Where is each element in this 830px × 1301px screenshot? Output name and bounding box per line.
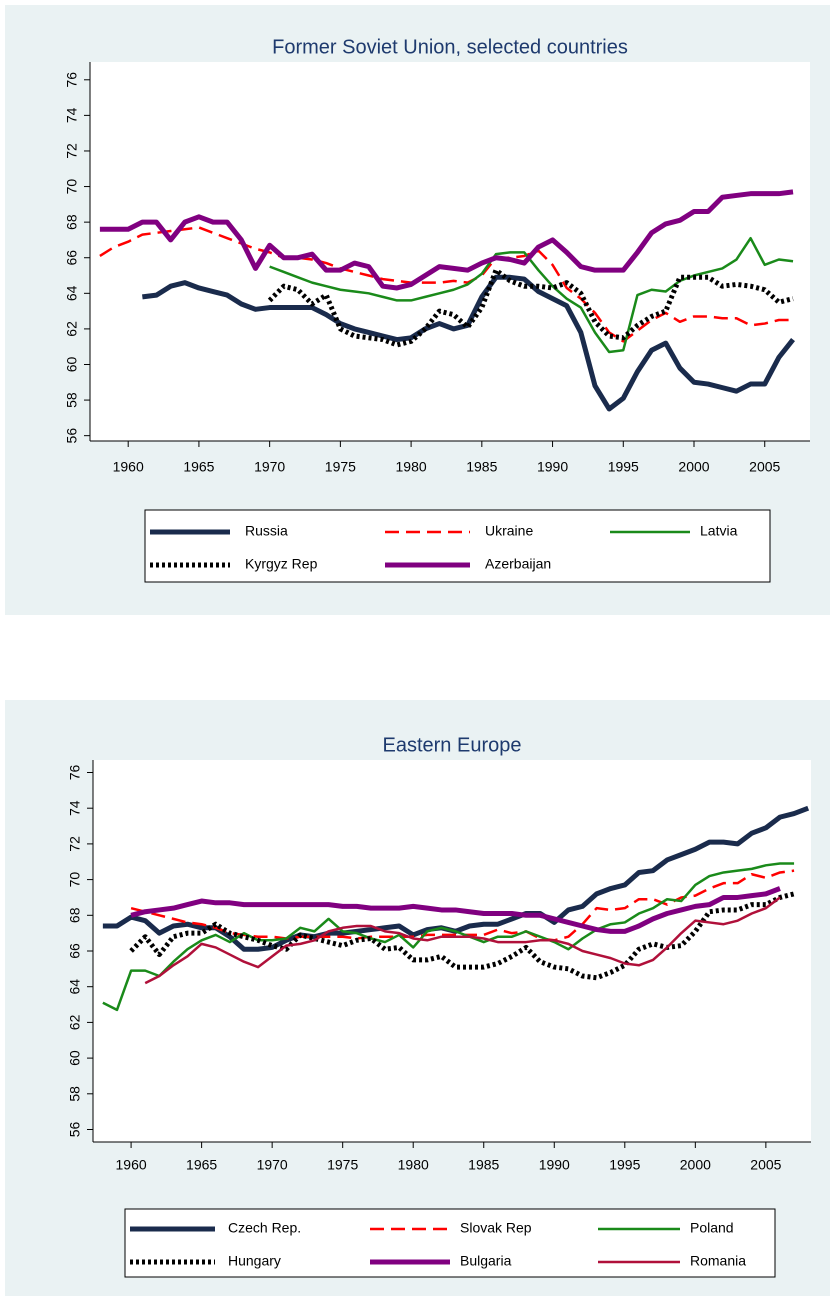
x-tick-label: 1960 xyxy=(116,1157,147,1173)
x-tick-label: 1975 xyxy=(327,1157,358,1173)
x-tick-label: 1995 xyxy=(608,459,639,475)
legend-box xyxy=(124,1208,776,1278)
x-tick-label: 1980 xyxy=(396,459,427,475)
legend-label: Ukraine xyxy=(485,523,533,539)
series-line xyxy=(99,226,794,343)
chart-title: Eastern Europe xyxy=(383,734,522,756)
x-tick-label: 2000 xyxy=(678,459,709,475)
y-tick-label: 70 xyxy=(64,179,80,195)
y-tick-label: 58 xyxy=(67,1086,83,1102)
legend-label: Poland xyxy=(690,1220,734,1236)
series-line xyxy=(102,862,795,1012)
chart-title: Former Soviet Union, selected countries xyxy=(272,36,628,58)
y-tick-label: 74 xyxy=(64,107,80,123)
plot-area xyxy=(93,760,811,1142)
y-tick-label: 76 xyxy=(64,72,80,88)
x-tick-label: 1980 xyxy=(398,1157,429,1173)
series-line xyxy=(144,896,781,985)
x-tick-label: 1990 xyxy=(539,1157,570,1173)
series-line xyxy=(129,891,795,981)
y-tick-label: 76 xyxy=(67,764,83,780)
legend-label: Russia xyxy=(245,523,288,539)
x-tick-label: 1985 xyxy=(466,459,497,475)
legend-label: Hungary xyxy=(228,1253,281,1269)
y-tick-label: 64 xyxy=(64,285,80,301)
legend-label: Czech Rep. xyxy=(228,1220,301,1236)
y-tick-label: 70 xyxy=(67,872,83,888)
y-tick-label: 62 xyxy=(64,321,80,337)
legend-label: Romania xyxy=(690,1253,746,1269)
x-tick-label: 1995 xyxy=(609,1157,640,1173)
y-tick-label: 56 xyxy=(67,1122,83,1138)
x-tick-label: 1970 xyxy=(257,1157,288,1173)
y-tick-label: 72 xyxy=(67,836,83,852)
legend-label: Bulgaria xyxy=(460,1253,512,1269)
legend-label: Kyrgyz Rep xyxy=(245,556,318,572)
series-line xyxy=(99,189,794,291)
x-tick-label: 1985 xyxy=(468,1157,499,1173)
legend-label: Latvia xyxy=(700,523,738,539)
y-tick-label: 72 xyxy=(64,143,80,159)
x-tick-label: 2005 xyxy=(750,1157,781,1173)
y-tick-label: 60 xyxy=(67,1050,83,1066)
y-tick-label: 56 xyxy=(64,428,80,444)
x-tick-label: 2000 xyxy=(680,1157,711,1173)
legend-label: Slovak Rep xyxy=(460,1220,532,1236)
x-tick-label: 1960 xyxy=(113,459,144,475)
series-line xyxy=(269,236,794,354)
y-tick-label: 66 xyxy=(67,943,83,959)
legend-box xyxy=(144,509,771,583)
x-tick-label: 2005 xyxy=(749,459,780,475)
x-tick-label: 1970 xyxy=(254,459,285,475)
x-tick-label: 1975 xyxy=(325,459,356,475)
y-tick-label: 68 xyxy=(64,214,80,230)
x-tick-label: 1965 xyxy=(183,459,214,475)
x-tick-label: 1990 xyxy=(537,459,568,475)
x-tick-label: 1965 xyxy=(186,1157,217,1173)
series-line xyxy=(130,886,781,934)
y-tick-label: 68 xyxy=(67,907,83,923)
y-tick-label: 62 xyxy=(67,1014,83,1030)
y-tick-label: 66 xyxy=(64,250,80,266)
y-tick-label: 64 xyxy=(67,979,83,995)
y-tick-label: 58 xyxy=(64,392,80,408)
series-line xyxy=(267,267,794,348)
legend-label: Azerbaijan xyxy=(485,556,551,572)
y-tick-label: 60 xyxy=(64,356,80,372)
y-tick-label: 74 xyxy=(67,800,83,816)
